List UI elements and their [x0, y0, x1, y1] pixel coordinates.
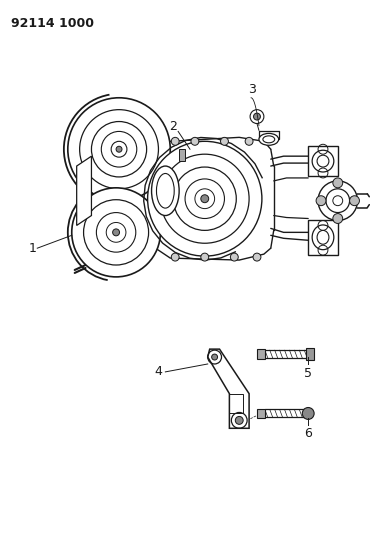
Circle shape — [316, 196, 326, 206]
Circle shape — [68, 98, 170, 201]
Circle shape — [72, 188, 161, 277]
Circle shape — [191, 138, 199, 146]
Polygon shape — [179, 149, 185, 161]
Polygon shape — [308, 221, 338, 255]
Text: 5: 5 — [304, 367, 312, 381]
Circle shape — [171, 138, 179, 146]
Circle shape — [211, 354, 218, 360]
Circle shape — [349, 196, 359, 206]
Polygon shape — [257, 349, 265, 359]
Circle shape — [318, 181, 357, 221]
Circle shape — [302, 408, 314, 419]
Circle shape — [201, 253, 209, 261]
Circle shape — [116, 146, 122, 152]
Text: 6: 6 — [304, 427, 312, 440]
Polygon shape — [306, 348, 314, 360]
Text: 3: 3 — [248, 83, 256, 96]
Polygon shape — [308, 146, 338, 176]
Circle shape — [253, 113, 261, 120]
Circle shape — [230, 253, 238, 261]
Circle shape — [148, 141, 262, 256]
Polygon shape — [77, 156, 92, 225]
Ellipse shape — [259, 133, 279, 146]
Polygon shape — [257, 408, 265, 418]
Circle shape — [221, 138, 228, 146]
Polygon shape — [208, 349, 249, 429]
Circle shape — [171, 253, 179, 261]
Text: 92114 1000: 92114 1000 — [11, 17, 93, 30]
Text: 2: 2 — [169, 120, 177, 133]
Circle shape — [201, 195, 209, 203]
Circle shape — [333, 178, 343, 188]
Circle shape — [113, 229, 120, 236]
Text: 4: 4 — [155, 366, 162, 378]
Circle shape — [253, 253, 261, 261]
Ellipse shape — [152, 166, 179, 215]
Text: 1: 1 — [28, 241, 36, 255]
Circle shape — [235, 416, 243, 424]
Circle shape — [250, 110, 264, 124]
Circle shape — [245, 138, 253, 146]
Circle shape — [333, 214, 343, 223]
